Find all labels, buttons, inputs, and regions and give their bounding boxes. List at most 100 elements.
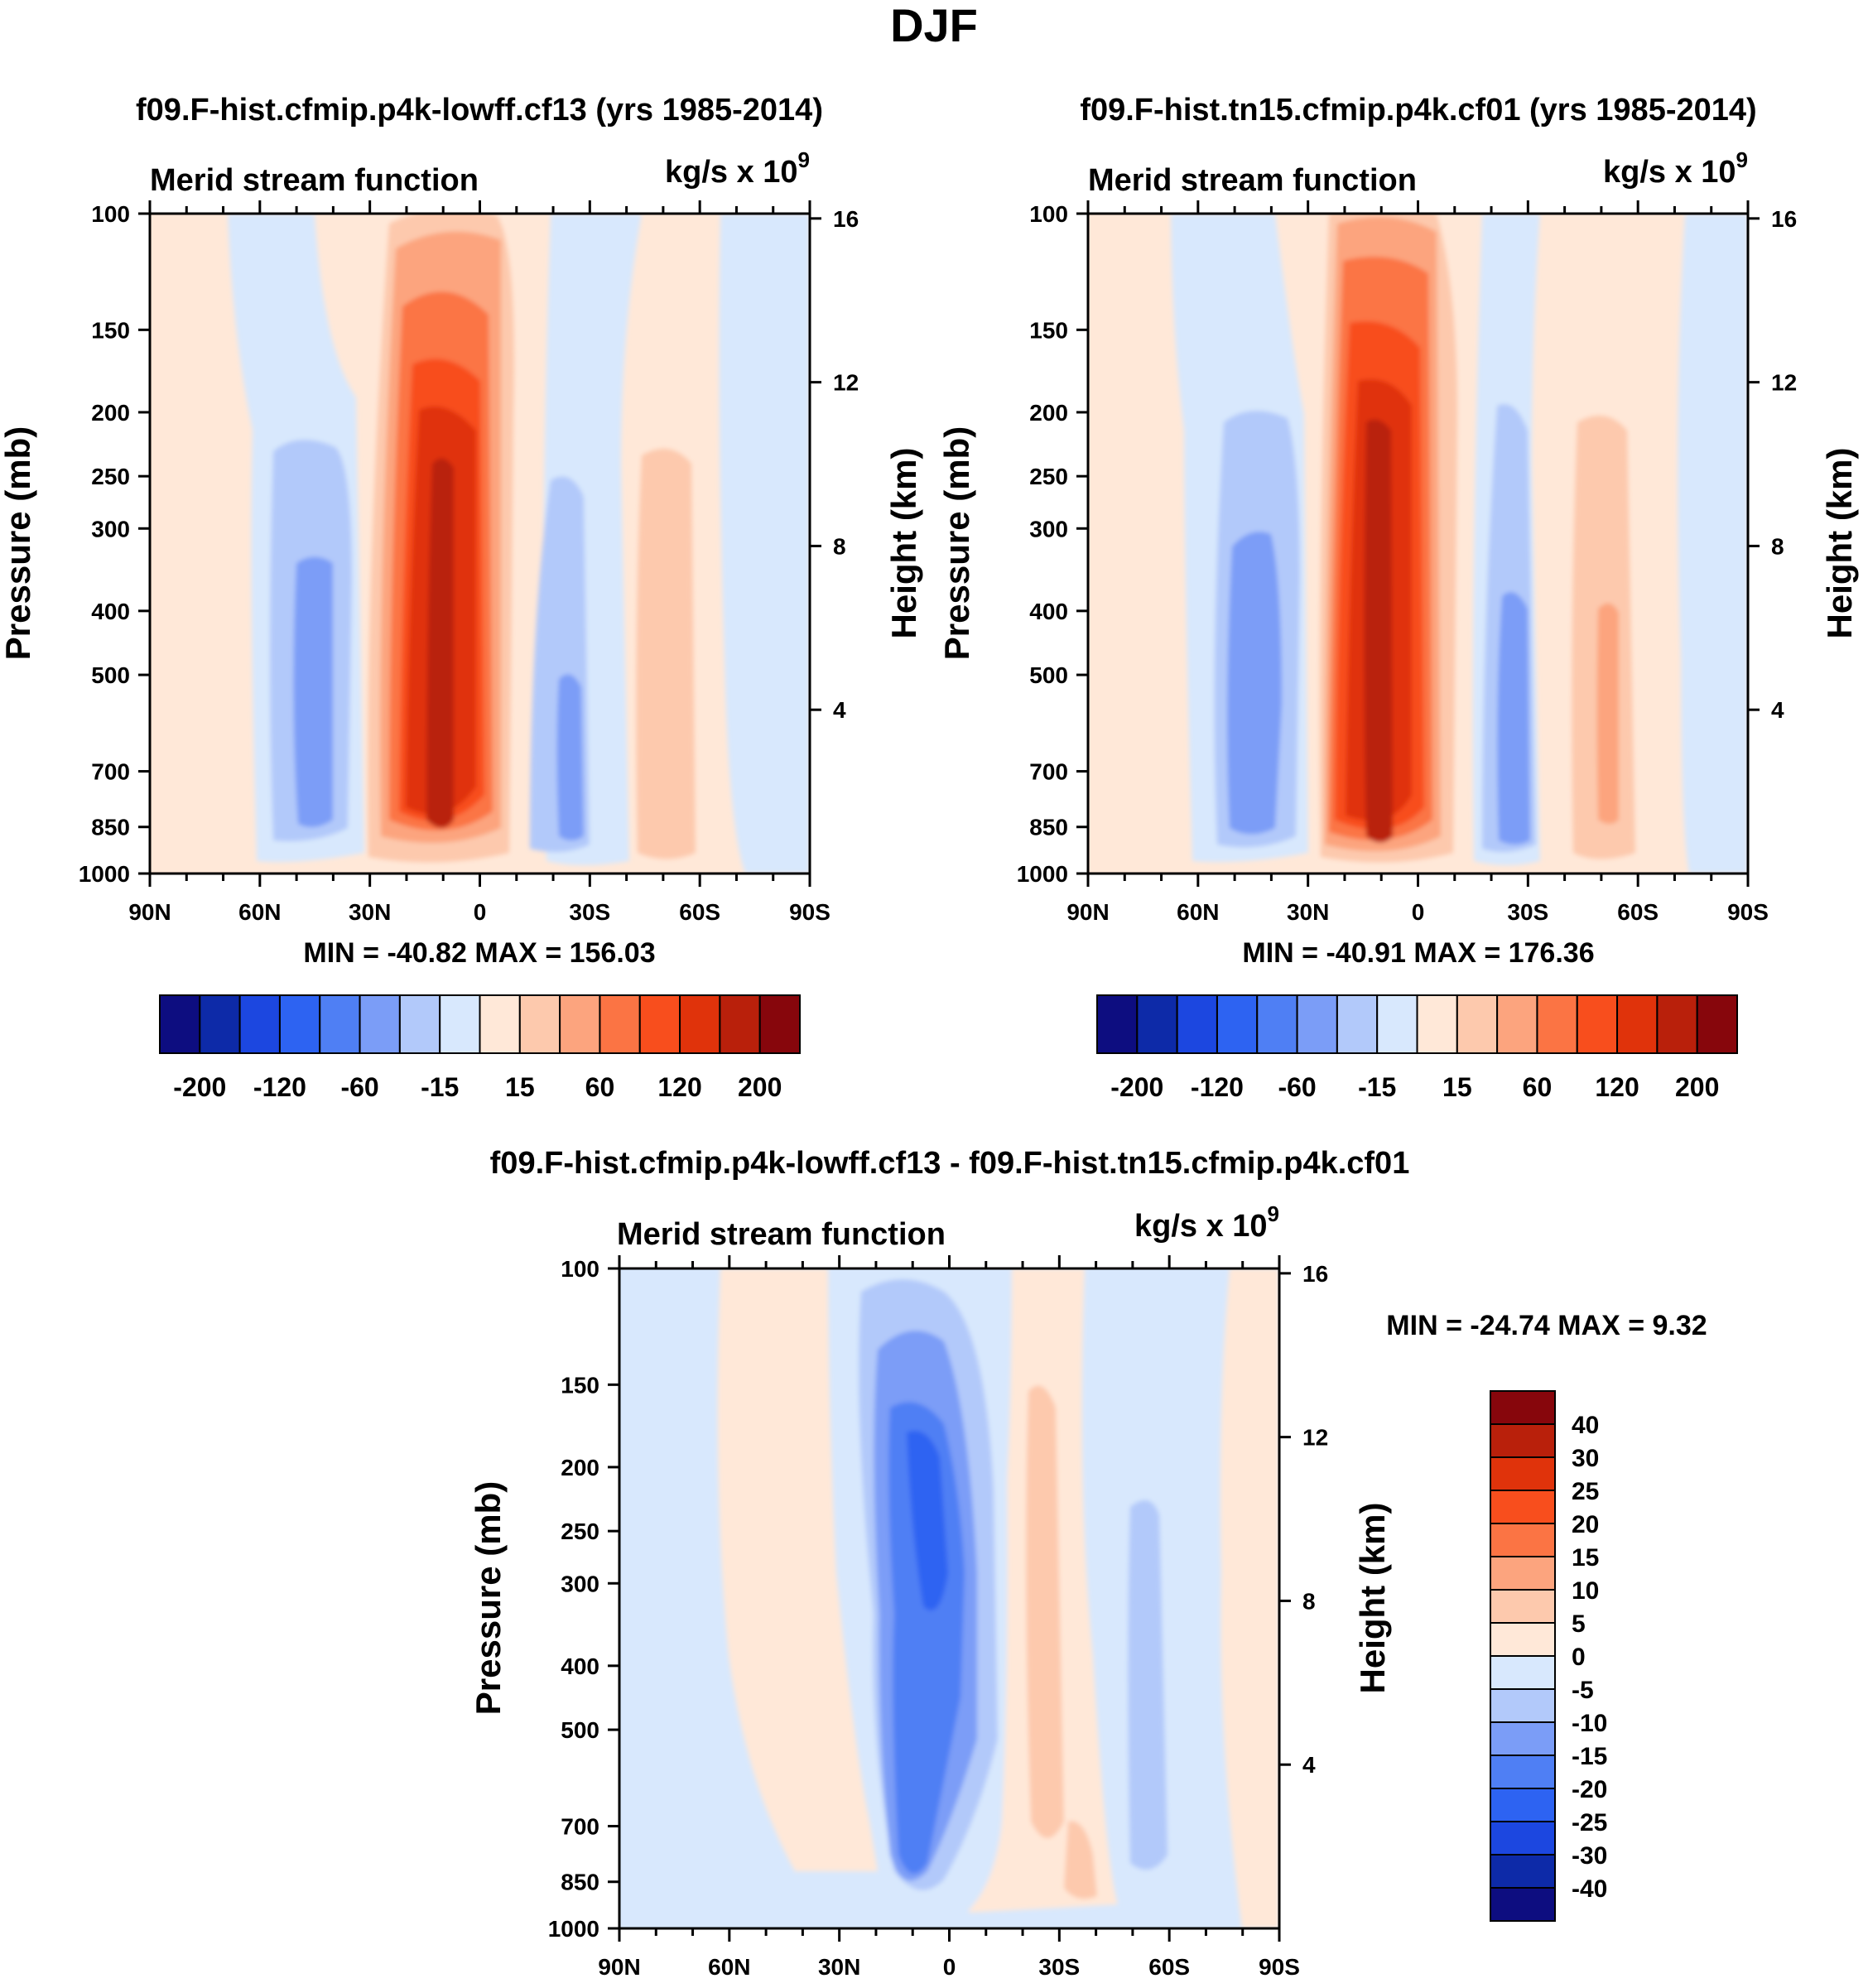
figure-title: DJF [890, 0, 978, 51]
x-tick-label: 30S [1507, 899, 1548, 925]
colorbar-label: 30 [1572, 1445, 1599, 1472]
colorbar-box [1490, 1721, 1556, 1756]
colorbar-box [1490, 1589, 1556, 1624]
y-tick-label: 400 [91, 599, 130, 624]
panel-1-neg-region-c [293, 556, 333, 827]
panel-1-pos-region-a [636, 449, 696, 859]
x-tick-label: 0 [943, 1954, 956, 1980]
colorbar-label: -25 [1572, 1809, 1607, 1836]
colorbar-box [1490, 1854, 1556, 1889]
colorbar-box [1456, 994, 1499, 1054]
colorbar-label: -15 [421, 1072, 459, 1102]
panel-1-units: kg/s x 109 [665, 147, 810, 190]
colorbar-box [1490, 1887, 1556, 1922]
colorbar-box [359, 994, 401, 1054]
colorbar-label: 120 [657, 1072, 701, 1102]
colorbar-label: 60 [1523, 1072, 1553, 1102]
colorbar-label: 200 [738, 1072, 782, 1102]
panel-2-title: f09.F-hist.tn15.cfmip.p4k.cf01 (yrs 1985… [1080, 93, 1756, 128]
y-tick-label: 150 [1029, 317, 1068, 343]
colorbar-box [398, 994, 441, 1054]
x-tick-label: 60N [708, 1954, 750, 1980]
colorbar-label: 25 [1572, 1478, 1599, 1505]
y-right-tick-label: 12 [833, 370, 859, 396]
y-right-tick-label: 8 [833, 533, 846, 559]
colorbar-label: 15 [1442, 1072, 1472, 1102]
colorbar-box [1490, 1490, 1556, 1524]
panel-3-neg-region-e [907, 1431, 948, 1610]
y-tick-label: 1000 [548, 1916, 599, 1942]
panel-3-pos-region-f [1064, 1821, 1097, 1899]
x-tick-label: 90S [1259, 1954, 1300, 1980]
x-tick-label: 30N [349, 899, 391, 925]
colorbar-label: -20 [1572, 1776, 1607, 1803]
colorbar-box [638, 994, 681, 1054]
y-right-tick-label: 8 [1771, 533, 1784, 559]
colorbar-label: 20 [1572, 1511, 1599, 1538]
y-tick-label: 200 [561, 1455, 599, 1480]
colorbar-label: 10 [1572, 1577, 1599, 1605]
colorbar-box [1296, 994, 1338, 1054]
colorbar-label: -30 [1572, 1842, 1607, 1870]
y-tick-label: 850 [91, 815, 130, 840]
panel-1-ylabel: Pressure (mb) [0, 426, 37, 660]
colorbar-box [758, 994, 801, 1054]
y-right-tick-label: 12 [1771, 370, 1797, 396]
panel-2-colorbar: -200 -120 -60 -15 15 60 120 200 [1096, 994, 1738, 1102]
panel-3-ylabel-right: Height (km) [1353, 1503, 1392, 1694]
x-tick-label: 30N [818, 1954, 860, 1980]
colorbar-box [1490, 1456, 1556, 1491]
panel-3-stats: MIN = -24.74 MAX = 9.32 [1386, 1310, 1707, 1341]
colorbar-box [1490, 1788, 1556, 1822]
panel-3-pos-region-c [1220, 1268, 1279, 1928]
colorbar-box [599, 994, 641, 1054]
colorbar-label: -15 [1358, 1072, 1396, 1102]
panel-3-pos-region-d [1026, 1385, 1064, 1838]
y-tick-label: 300 [1029, 516, 1068, 542]
colorbar-label: -200 [1110, 1072, 1163, 1102]
colorbar-box [1490, 1755, 1556, 1789]
colorbar-label: 200 [1675, 1072, 1719, 1102]
y-right-tick-label: 16 [1302, 1261, 1328, 1287]
panel-3-ylabel: Pressure (mb) [469, 1481, 508, 1715]
x-tick-label: 30S [1038, 1954, 1080, 1980]
y-tick-label: 100 [1029, 201, 1068, 227]
y-tick-label: 300 [91, 516, 130, 542]
colorbar-box [1376, 994, 1418, 1054]
colorbar-label: -120 [253, 1072, 306, 1102]
x-tick-label: 60S [1148, 1954, 1190, 1980]
colorbar-box [1136, 994, 1178, 1054]
panel-1-stats: MIN = -40.82 MAX = 156.03 [303, 937, 655, 969]
colorbar-box [1416, 994, 1458, 1054]
panel-2-left-label: Merid stream function [1088, 163, 1417, 198]
colorbar-label: -15 [1572, 1743, 1607, 1770]
y-right-tick-label: 4 [1302, 1752, 1316, 1778]
y-tick-label: 1000 [79, 861, 130, 887]
colorbar-box [199, 994, 241, 1054]
colorbar-label: -40 [1572, 1875, 1607, 1903]
x-tick-label: 30N [1287, 899, 1329, 925]
y-tick-label: 1000 [1017, 861, 1068, 887]
panel-3-axes: 100 150 200 250 300 400 500 700 850 1000 16 12 8 4 90N… [548, 1255, 1328, 1980]
y-tick-label: 200 [91, 400, 130, 426]
y-tick-label: 250 [561, 1519, 599, 1544]
colorbar-box [1176, 994, 1218, 1054]
panel-2-ylabel: Pressure (mb) [937, 426, 976, 660]
colorbar-label: 15 [1572, 1544, 1599, 1572]
panel-1-axes: 100 150 200 250 300 400 500 700 850 1000 16 12 8 4 90N… [79, 200, 859, 925]
colorbar-box [1490, 1821, 1556, 1856]
panel-2-units: kg/s x 109 [1603, 147, 1748, 190]
panel-1-left-label: Merid stream function [150, 163, 479, 198]
colorbar-label: -60 [1278, 1072, 1316, 1102]
colorbar-box [1490, 1655, 1556, 1690]
panel-3-pos-region-a [717, 1268, 878, 1871]
colorbar-box [479, 994, 521, 1054]
panel-2-field [1088, 214, 1748, 874]
colorbar-label: 40 [1572, 1412, 1599, 1439]
x-tick-label: 90N [598, 1954, 640, 1980]
panel-3-colorbar: 40 30 25 20 15 10 5 0 -5 -10 -15 -20 -25 -30 -40 [1490, 1390, 1607, 1922]
y-tick-label: 700 [561, 1814, 599, 1840]
colorbar-box [559, 994, 601, 1054]
panel-1-pos-region-g [426, 458, 454, 828]
x-tick-label: 90N [128, 899, 171, 925]
